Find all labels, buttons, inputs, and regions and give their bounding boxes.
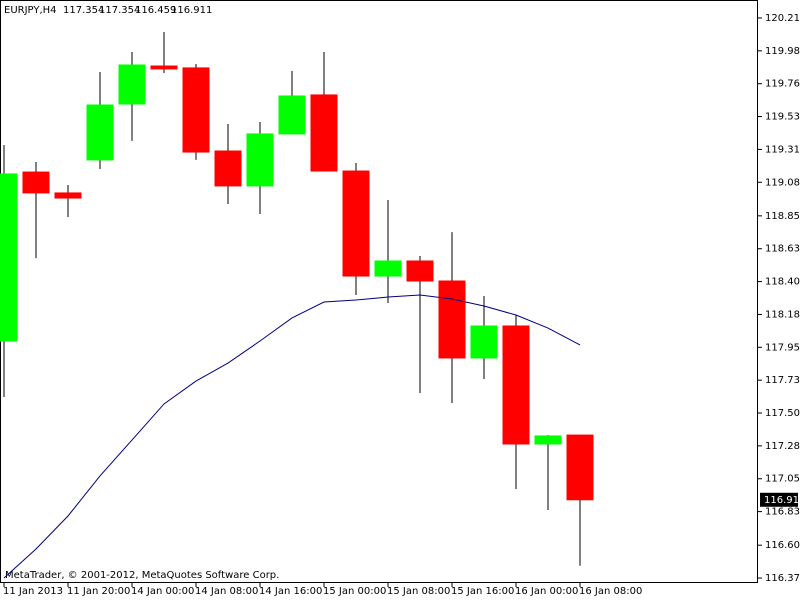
price-marker bbox=[760, 492, 798, 507]
candle-body bbox=[406, 260, 434, 282]
y-tick-label: 117.505 bbox=[765, 408, 800, 419]
candle-body bbox=[182, 67, 210, 153]
candle-body bbox=[54, 192, 82, 199]
y-tick-label: 118.855 bbox=[765, 211, 800, 222]
candle-body bbox=[246, 133, 274, 187]
candle-body bbox=[278, 95, 306, 135]
candle-body bbox=[22, 171, 50, 194]
x-tick-label: 15 Jan 08:00 bbox=[387, 586, 450, 597]
watermark: MetaTrader, © 2001-2012, MetaQuotes Soft… bbox=[5, 570, 279, 581]
candle-body bbox=[502, 325, 530, 445]
candle-body bbox=[86, 104, 114, 161]
y-tick-label: 117.055 bbox=[765, 474, 800, 485]
candle-body bbox=[150, 65, 178, 70]
x-tick-label: 14 Jan 08:00 bbox=[195, 586, 258, 597]
x-tick-label: 11 Jan 20:00 bbox=[67, 586, 130, 597]
y-tick-label: 117.280 bbox=[765, 441, 800, 452]
x-tick-label: 11 Jan 2013 bbox=[3, 586, 63, 597]
y-tick-label: 119.085 bbox=[765, 177, 800, 188]
candle-body bbox=[566, 434, 594, 501]
candle-body bbox=[374, 260, 402, 277]
x-tick-label: 16 Jan 00:00 bbox=[515, 586, 578, 597]
y-tick-label: 118.180 bbox=[765, 309, 800, 320]
y-tick-label: 116.600 bbox=[765, 540, 800, 551]
y-tick-label: 119.310 bbox=[765, 144, 800, 155]
candle-body bbox=[310, 94, 338, 172]
candle-body bbox=[214, 150, 242, 187]
candle-body bbox=[438, 280, 466, 359]
y-tick-label: 116.830 bbox=[765, 507, 800, 518]
y-tick-label: 117.955 bbox=[765, 342, 800, 353]
candle-body bbox=[118, 64, 146, 105]
x-tick-label: 15 Jan 16:00 bbox=[451, 586, 514, 597]
candle-body bbox=[342, 170, 370, 277]
x-tick-label: 14 Jan 16:00 bbox=[259, 586, 322, 597]
x-tick-label: 14 Jan 00:00 bbox=[131, 586, 194, 597]
candle-body bbox=[0, 173, 18, 342]
y-tick-label: 120.210 bbox=[765, 13, 800, 24]
y-tick-label: 119.985 bbox=[765, 46, 800, 57]
y-tick-label: 116.375 bbox=[765, 573, 800, 584]
y-tick-label: 118.405 bbox=[765, 277, 800, 288]
x-tick-label: 16 Jan 08:00 bbox=[579, 586, 642, 597]
header-high: 117.354 bbox=[99, 5, 140, 16]
moving-average bbox=[3, 294, 581, 579]
y-tick-label: 118.630 bbox=[765, 244, 800, 255]
chart-title: EURJPY,H4 bbox=[4, 5, 57, 16]
x-tick-label: 15 Jan 00:00 bbox=[323, 586, 386, 597]
header-close: 116.911 bbox=[171, 5, 212, 16]
header-open: 117.354 bbox=[63, 5, 104, 16]
y-tick-label: 117.730 bbox=[765, 375, 800, 386]
candle-body bbox=[534, 435, 562, 445]
y-tick-label: 119.535 bbox=[765, 112, 800, 123]
y-tick-label: 119.760 bbox=[765, 79, 800, 90]
candle-body bbox=[470, 325, 498, 359]
price-marker-label: 116.911 bbox=[764, 495, 800, 506]
header-low: 116.459 bbox=[135, 5, 176, 16]
